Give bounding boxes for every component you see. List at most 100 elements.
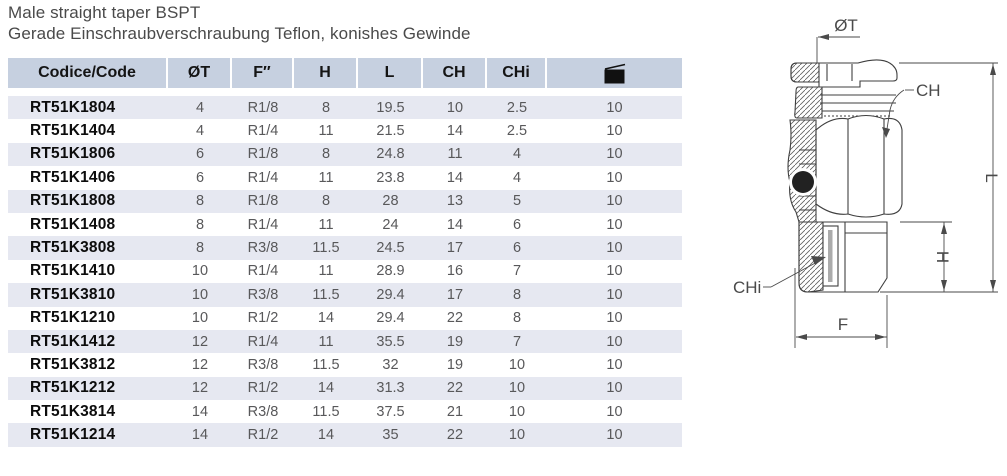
cell-chi: 7 — [512, 263, 522, 280]
cell-package-qty: 10 — [606, 240, 623, 257]
cell-code: RT51K1214 — [30, 426, 116, 444]
cell-tube-diameter: 14 — [191, 427, 209, 444]
cell-package-qty: 10 — [606, 286, 623, 303]
title-english: Male straight taper BSPT — [8, 3, 201, 22]
table-header-row: Codice/Code ØT F″ H L CH CHi — [8, 58, 682, 88]
cell-chi: 2.5 — [506, 123, 528, 140]
header-l: L — [358, 58, 423, 88]
cell-thread: R3/8 — [247, 356, 279, 373]
page-title: Male straight taper BSPT Gerade Einschra… — [8, 2, 471, 44]
cell-package-qty: 10 — [606, 193, 623, 210]
cell-package-qty: 10 — [606, 146, 623, 163]
technical-drawing: ØT CH L H CHi F — [700, 0, 1007, 476]
title-german: Gerade Einschraubverschraubung Teflon, k… — [8, 24, 471, 43]
specification-table: Codice/Code ØT F″ H L CH CHi RT51K1804 4… — [8, 58, 682, 447]
table-row: RT51K1804 4 R1/8 8 19.5 10 2.5 10 — [8, 96, 682, 120]
table-row: RT51K3814 14 R3/8 11.5 37.5 21 10 10 — [8, 400, 682, 423]
cell-ch: 17 — [446, 240, 464, 257]
table-row: RT51K1408 8 R1/4 11 24 14 6 10 — [8, 213, 682, 236]
cell-l: 21.5 — [376, 123, 405, 140]
cell-ch: 14 — [446, 216, 464, 233]
cell-tube-diameter: 10 — [191, 263, 209, 280]
cell-package-qty: 10 — [606, 427, 623, 444]
cell-h: 11.5 — [312, 286, 340, 303]
cell-code: RT51K1406 — [30, 168, 116, 186]
table-row: RT51K1214 14 R1/2 14 35 22 10 10 — [8, 423, 682, 447]
cell-code: RT51K1804 — [30, 98, 116, 116]
cell-tube-diameter: 8 — [195, 216, 205, 233]
cell-tube-diameter: 12 — [191, 380, 209, 397]
table-body: RT51K1804 4 R1/8 8 19.5 10 2.5 10 RT51K1… — [8, 96, 682, 447]
cell-code: RT51K3812 — [30, 355, 116, 373]
header-h: H — [294, 58, 358, 88]
table-row: RT51K1406 6 R1/4 11 23.8 14 4 10 — [8, 166, 682, 189]
cell-l: 28.9 — [376, 263, 405, 280]
cell-h: 11 — [318, 169, 334, 186]
cell-package-qty: 10 — [606, 356, 623, 373]
header-chi: CHi — [487, 58, 547, 88]
cell-thread: R1/4 — [247, 333, 279, 350]
cell-h: 14 — [317, 427, 335, 444]
cell-h: 8 — [321, 99, 331, 116]
cell-tube-diameter: 4 — [195, 123, 205, 140]
cell-thread: R1/8 — [247, 99, 279, 116]
table-row: RT51K1806 6 R1/8 8 24.8 11 4 10 — [8, 142, 682, 167]
cell-chi: 2.5 — [506, 99, 528, 116]
cell-package-qty: 10 — [606, 123, 623, 140]
cell-thread: R1/2 — [247, 380, 279, 397]
cell-thread: R1/2 — [247, 310, 279, 327]
cell-l: 35 — [382, 427, 399, 444]
cell-tube-diameter: 4 — [195, 99, 205, 116]
cell-l: 29.4 — [376, 286, 405, 303]
cell-code: RT51K1210 — [30, 309, 116, 327]
cell-package-qty: 10 — [606, 216, 623, 233]
cell-thread: R3/8 — [247, 403, 279, 420]
cell-code: RT51K1808 — [30, 192, 116, 210]
cell-tube-diameter: 10 — [191, 310, 209, 327]
cell-ch: 14 — [446, 169, 464, 186]
cell-code: RT51K3814 — [30, 402, 116, 420]
drawing-label-inner-hex: CHi — [733, 278, 761, 297]
header-thread: F″ — [232, 58, 294, 88]
cell-tube-diameter: 6 — [195, 146, 205, 163]
cell-l: 24.5 — [376, 240, 405, 257]
cell-chi: 5 — [512, 193, 522, 210]
table-row: RT51K1412 12 R1/4 11 35.5 19 7 10 — [8, 329, 682, 354]
drawing-label-thread-flat: F — [838, 315, 848, 334]
cell-tube-diameter: 12 — [191, 356, 209, 373]
table-row: RT51K3810 10 R3/8 11.5 29.4 17 8 10 — [8, 283, 682, 307]
cell-chi: 10 — [508, 427, 526, 444]
cell-ch: 13 — [446, 193, 464, 210]
cell-tube-diameter: 12 — [191, 333, 209, 350]
header-package — [547, 58, 682, 88]
cell-thread: R1/2 — [247, 427, 279, 444]
drawing-label-thread-height: H — [933, 251, 952, 263]
cell-ch: 19 — [446, 356, 464, 373]
cell-tube-diameter: 14 — [191, 403, 209, 420]
drawing-label-length: L — [982, 173, 1001, 182]
cell-h: 14 — [317, 380, 335, 397]
header-tube-diameter: ØT — [168, 58, 232, 88]
cell-chi: 6 — [512, 240, 522, 257]
cell-h: 11 — [318, 263, 334, 280]
cell-tube-diameter: 8 — [195, 193, 205, 210]
cell-code: RT51K1212 — [30, 379, 116, 397]
cell-l: 24 — [382, 216, 399, 233]
cell-package-qty: 10 — [606, 333, 623, 350]
cell-thread: R3/8 — [247, 286, 279, 303]
cell-code: RT51K1806 — [30, 145, 116, 163]
cell-thread: R1/4 — [247, 123, 279, 140]
table-row: RT51K1210 10 R1/2 14 29.4 22 8 10 — [8, 307, 682, 330]
cell-h: 11.5 — [312, 403, 340, 420]
cell-h: 11 — [318, 123, 334, 140]
cell-code: RT51K3808 — [30, 239, 116, 257]
cell-package-qty: 10 — [606, 380, 623, 397]
cell-l: 37.5 — [376, 403, 405, 420]
cell-chi: 8 — [512, 310, 522, 327]
table-row: RT51K3812 12 R3/8 11.5 32 19 10 10 — [8, 353, 682, 376]
cell-ch: 22 — [446, 427, 464, 444]
cell-h: 8 — [321, 193, 331, 210]
cell-chi: 10 — [508, 356, 526, 373]
cell-chi: 8 — [512, 286, 522, 303]
